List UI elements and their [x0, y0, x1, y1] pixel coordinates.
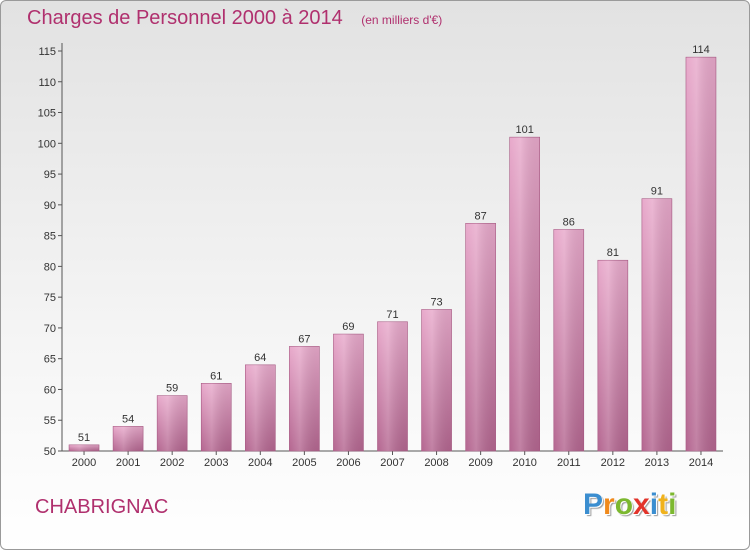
x-tick-label: 2000	[72, 457, 96, 469]
brand-letter: x	[633, 488, 650, 521]
y-tick-label: 80	[44, 261, 56, 273]
bar-shine	[201, 383, 232, 451]
data-label: 114	[692, 44, 710, 56]
bar-shine	[597, 260, 628, 451]
data-label: 86	[563, 216, 575, 228]
y-tick-label: 100	[38, 138, 56, 150]
data-label: 73	[430, 296, 442, 308]
bar-shine	[157, 395, 188, 451]
x-tick-label: 2014	[689, 457, 713, 469]
y-tick-label: 90	[44, 200, 56, 212]
bar-shine	[245, 364, 276, 451]
x-tick-label: 2013	[645, 457, 669, 469]
bar-shine	[553, 229, 584, 451]
bar-shine	[289, 346, 320, 451]
commune-name: CHABRIGNAC	[35, 496, 169, 518]
bar-shine	[641, 198, 672, 451]
brand-letter: o	[614, 488, 634, 521]
y-tick-label: 105	[38, 108, 56, 120]
x-tick-label: 2002	[160, 457, 184, 469]
brand-letter: i	[668, 488, 677, 521]
data-label: 61	[210, 370, 222, 382]
x-tick-label: 2007	[380, 457, 404, 469]
data-label: 69	[342, 321, 354, 333]
x-tick-label: 2003	[204, 457, 228, 469]
brand-letter: i	[649, 488, 659, 521]
data-label: 59	[166, 383, 178, 395]
chart-title: Charges de Personnel 2000 à 2014	[27, 7, 343, 29]
bar-shine	[465, 223, 496, 451]
y-tick-label: 110	[38, 77, 56, 89]
y-tick-label: 95	[44, 169, 56, 181]
bar-shine	[685, 57, 716, 452]
brand-letter: t	[658, 488, 669, 521]
x-tick-label: 2008	[424, 457, 448, 469]
data-label: 54	[122, 413, 134, 425]
data-label: 91	[651, 186, 663, 198]
y-tick-label: 60	[44, 384, 56, 396]
data-label: 81	[607, 247, 619, 259]
data-label: 101	[516, 124, 534, 136]
data-label: 71	[386, 309, 398, 321]
y-tick-label: 65	[44, 354, 56, 366]
y-tick-label: 50	[44, 446, 56, 458]
bar-shine	[69, 444, 100, 451]
x-tick-label: 2006	[336, 457, 360, 469]
x-tick-label: 2012	[601, 457, 625, 469]
brand-letter: r	[603, 488, 615, 521]
brand-letter: P	[583, 488, 604, 521]
data-label: 51	[78, 432, 90, 444]
x-tick-label: 2010	[512, 457, 536, 469]
data-label: 64	[254, 352, 266, 364]
bar-shine	[509, 137, 540, 451]
chart-labels: 2000 51 2001 54 2002 59 2003 61 2004 64 2005 67 2006…	[72, 44, 713, 469]
x-tick-label: 2009	[468, 457, 492, 469]
bar-shine	[113, 426, 144, 451]
y-tick-label: 115	[38, 46, 56, 58]
bar-shine	[333, 334, 364, 451]
y-tick-label: 70	[44, 323, 56, 335]
x-tick-label: 2011	[557, 457, 581, 469]
x-tick-label: 2001	[116, 457, 140, 469]
x-tick-label: 2004	[248, 457, 272, 469]
y-tick-label: 85	[44, 231, 56, 243]
chart-bars	[68, 56, 717, 452]
data-label: 87	[475, 210, 487, 222]
y-tick-label: 75	[44, 292, 56, 304]
bar-shine	[377, 321, 408, 451]
bar-shine	[421, 309, 452, 451]
data-label: 67	[298, 333, 310, 345]
y-tick-label: 55	[44, 415, 56, 427]
x-tick-label: 2005	[292, 457, 316, 469]
brand-logo: Proxiti	[583, 488, 676, 522]
chart-subtitle: (en milliers d'€)	[361, 13, 443, 27]
title-row: Charges de Personnel 2000 à 2014 (en mil…	[27, 7, 442, 30]
